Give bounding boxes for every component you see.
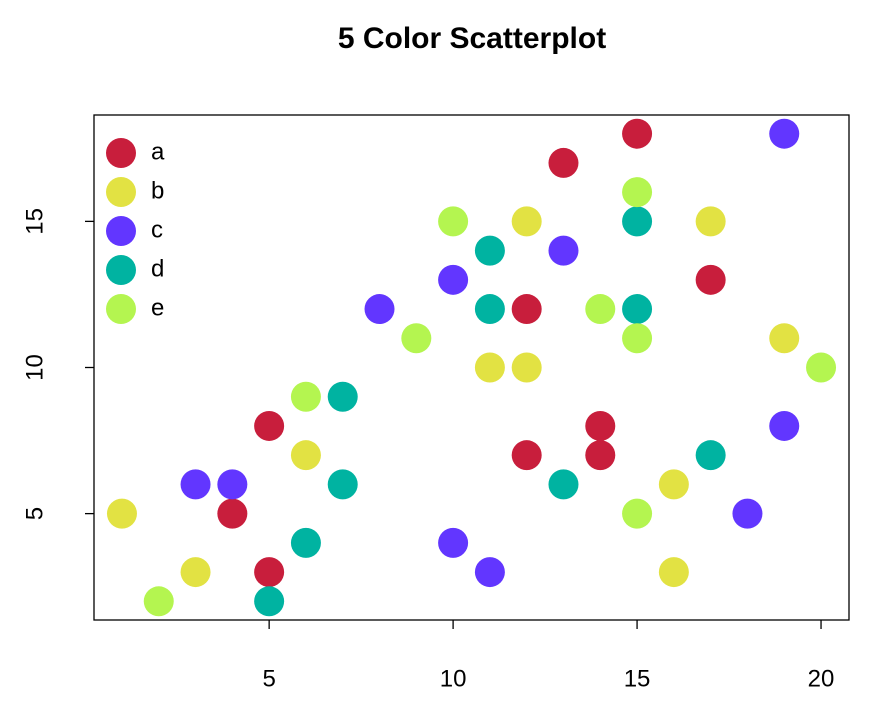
point bbox=[180, 469, 211, 500]
point bbox=[290, 527, 321, 558]
legend-marker bbox=[106, 177, 136, 207]
point bbox=[438, 264, 469, 295]
point bbox=[143, 586, 174, 617]
point bbox=[511, 352, 542, 383]
point bbox=[254, 586, 285, 617]
point bbox=[622, 294, 653, 325]
point bbox=[548, 235, 579, 266]
legend-label: d bbox=[151, 255, 164, 282]
point bbox=[290, 381, 321, 412]
legend-label: a bbox=[151, 138, 165, 165]
point bbox=[585, 410, 616, 441]
point bbox=[806, 352, 837, 383]
point bbox=[769, 118, 800, 149]
point bbox=[695, 206, 726, 237]
point bbox=[474, 352, 505, 383]
point bbox=[732, 498, 763, 529]
point bbox=[695, 264, 726, 295]
legend-marker bbox=[106, 216, 136, 246]
point bbox=[548, 147, 579, 178]
y-tick-label: 10 bbox=[21, 354, 48, 381]
point bbox=[290, 440, 321, 471]
point bbox=[622, 118, 653, 149]
x-tick-label: 5 bbox=[262, 665, 275, 692]
legend-label: b bbox=[151, 177, 164, 204]
point bbox=[180, 557, 211, 588]
y-tick-label: 15 bbox=[21, 208, 48, 235]
legend-label: c bbox=[151, 216, 163, 243]
point bbox=[438, 527, 469, 558]
point bbox=[474, 294, 505, 325]
point bbox=[769, 410, 800, 441]
point bbox=[658, 557, 689, 588]
point bbox=[585, 294, 616, 325]
point bbox=[548, 469, 579, 500]
point bbox=[658, 469, 689, 500]
point bbox=[622, 206, 653, 237]
x-tick-label: 15 bbox=[624, 665, 651, 692]
point bbox=[695, 440, 726, 471]
plot-frame bbox=[93, 114, 850, 621]
point bbox=[217, 469, 248, 500]
point bbox=[106, 498, 137, 529]
legend-label: e bbox=[151, 294, 164, 321]
point bbox=[511, 294, 542, 325]
point bbox=[769, 323, 800, 354]
point bbox=[438, 206, 469, 237]
chart-title: 5 Color Scatterplot bbox=[338, 22, 606, 55]
point bbox=[511, 206, 542, 237]
point bbox=[401, 323, 432, 354]
y-tick-label: 5 bbox=[21, 507, 48, 520]
point bbox=[622, 498, 653, 529]
legend-marker bbox=[106, 138, 136, 168]
point bbox=[622, 177, 653, 208]
legend-marker bbox=[106, 255, 136, 285]
point bbox=[327, 381, 358, 412]
point bbox=[585, 440, 616, 471]
point bbox=[327, 469, 358, 500]
point bbox=[254, 557, 285, 588]
point bbox=[217, 498, 248, 529]
x-tick-label: 10 bbox=[440, 665, 467, 692]
legend-marker bbox=[106, 294, 136, 324]
point bbox=[474, 235, 505, 266]
x-tick-label: 20 bbox=[808, 665, 835, 692]
point bbox=[474, 557, 505, 588]
point bbox=[364, 294, 395, 325]
point bbox=[254, 410, 285, 441]
point bbox=[511, 440, 542, 471]
point bbox=[622, 323, 653, 354]
